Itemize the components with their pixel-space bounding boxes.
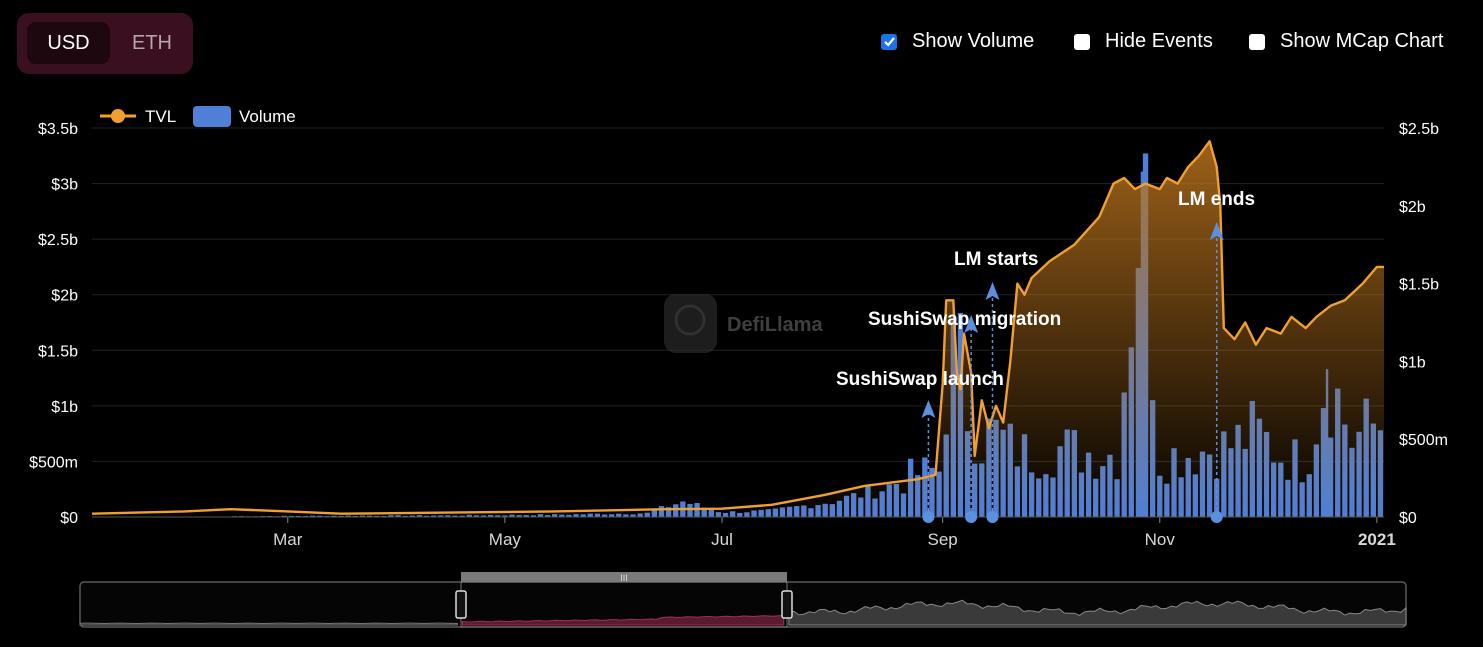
chart-legend: TVL Volume bbox=[100, 106, 296, 127]
y-right-tick-label: $2.5b bbox=[1399, 121, 1439, 138]
y-right-tick-label: $500m bbox=[1399, 432, 1448, 449]
y-left-tick-label: $500m bbox=[29, 454, 78, 471]
events-layer: SushiSwap launch SushiSwap migration LM st… bbox=[836, 189, 1255, 523]
navigator-area-selected bbox=[462, 614, 785, 626]
navigator-drag-bar[interactable] bbox=[461, 572, 787, 582]
navigator-area-left bbox=[79, 622, 458, 626]
x-tick-label: Jul bbox=[711, 530, 733, 549]
event-label: SushiSwap migration bbox=[868, 309, 1061, 330]
legend-tvl-marker bbox=[111, 109, 125, 123]
x-tick-label: Nov bbox=[1145, 530, 1176, 549]
defillama-logo-icon bbox=[664, 294, 717, 353]
event-arrow-icon bbox=[921, 400, 936, 418]
x-tick-label: May bbox=[489, 530, 522, 549]
event-arrow-icon bbox=[1209, 222, 1224, 240]
event-dot bbox=[922, 511, 935, 523]
event-arrow-icon bbox=[985, 282, 1000, 300]
y-left-tick-label: $1b bbox=[51, 399, 78, 416]
event-label: LM ends bbox=[1178, 189, 1255, 210]
y-left-tick-label: $2.5b bbox=[38, 232, 78, 249]
hide-events-label: Hide Events bbox=[1105, 30, 1213, 52]
y-right-tick-label: $0 bbox=[1399, 510, 1417, 527]
drag-grip-icon: III bbox=[620, 573, 628, 583]
show-volume-checkbox[interactable] bbox=[881, 33, 897, 50]
show-mcap-label: Show MCap Chart bbox=[1280, 30, 1444, 52]
watermark-text: DefiLlama bbox=[727, 314, 823, 336]
y-left-tick-label: $3.5b bbox=[38, 121, 78, 138]
hide-events-checkbox[interactable] bbox=[1074, 33, 1090, 50]
zoom-navigator: III bbox=[79, 572, 1407, 628]
y-left-tick-label: $2b bbox=[51, 288, 78, 305]
y-left-tick-label: $1.5b bbox=[38, 343, 78, 360]
y-right-tick-label: $1.5b bbox=[1399, 277, 1439, 294]
x-tick-label: 2021 bbox=[1358, 530, 1396, 549]
chart-options: Show Volume Hide Events Show MCap Chart bbox=[0, 30, 1483, 58]
event-dot bbox=[965, 511, 978, 523]
y-left-tick-label: $0 bbox=[60, 510, 78, 527]
event-arrow-icon bbox=[964, 315, 979, 333]
usd-button[interactable]: USD bbox=[27, 22, 110, 64]
legend-volume-label: Volume bbox=[239, 107, 296, 126]
event-label: LM starts bbox=[954, 249, 1038, 270]
legend-tvl-label: TVL bbox=[145, 107, 176, 126]
eth-button[interactable]: ETH bbox=[132, 32, 172, 54]
show-mcap-toggle[interactable]: Show MCap Chart bbox=[1249, 30, 1443, 53]
tvl-line bbox=[91, 140, 1384, 515]
navigator-area-right bbox=[788, 599, 1407, 626]
event-label: SushiSwap launch bbox=[836, 369, 1004, 390]
tvl-area bbox=[92, 141, 1384, 518]
event-dot bbox=[1210, 511, 1223, 523]
denomination-toggle: USD ETH bbox=[17, 13, 193, 74]
x-tick-label: Mar bbox=[273, 530, 303, 549]
show-mcap-checkbox[interactable] bbox=[1249, 33, 1265, 50]
navigator-handle-left[interactable] bbox=[455, 590, 467, 619]
legend-volume-swatch bbox=[193, 106, 231, 127]
navigator-handle-right[interactable] bbox=[781, 590, 793, 619]
show-volume-toggle[interactable]: Show Volume bbox=[881, 30, 1034, 53]
show-volume-label: Show Volume bbox=[912, 30, 1035, 52]
y-right-tick-label: $2b bbox=[1399, 199, 1426, 216]
x-tick-label: Sep bbox=[928, 530, 958, 549]
defillama-watermark: DefiLlama bbox=[664, 294, 823, 353]
hide-events-toggle[interactable]: Hide Events bbox=[1074, 30, 1213, 53]
y-right-tick-label: $1b bbox=[1399, 354, 1426, 371]
y-left-tick-label: $3b bbox=[51, 177, 78, 194]
event-dot bbox=[986, 511, 999, 523]
